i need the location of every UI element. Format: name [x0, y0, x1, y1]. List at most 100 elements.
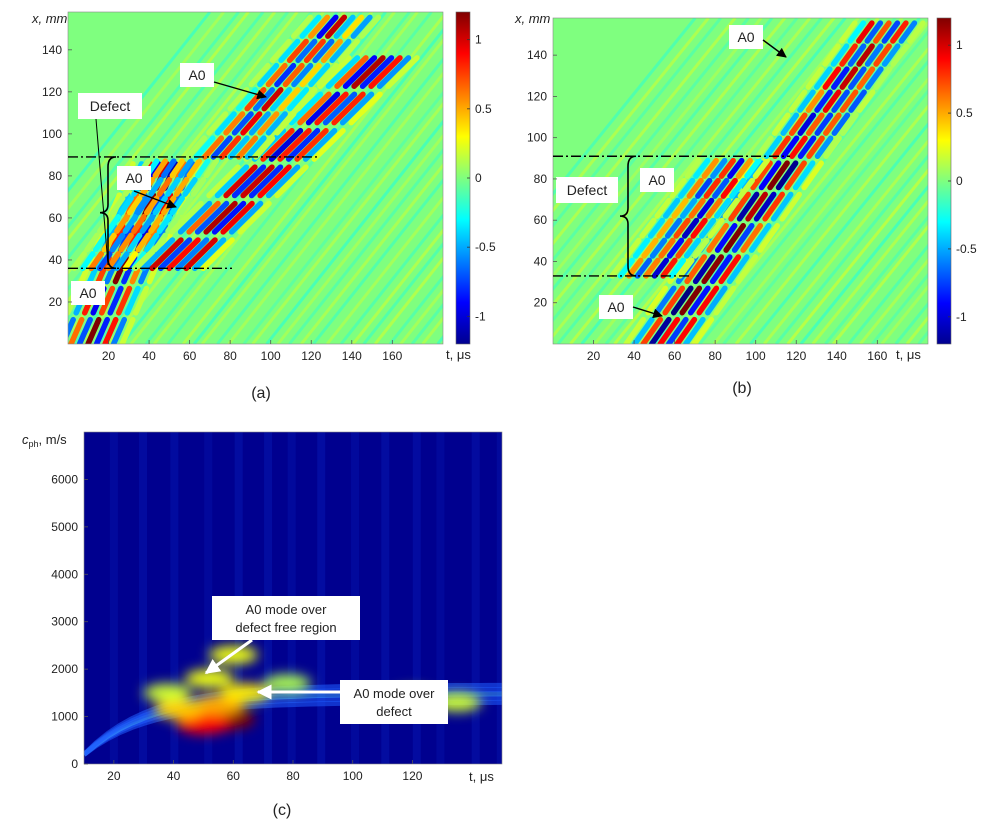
panel-b-packet-1-stripe-0-seg-2: [639, 217, 657, 239]
panel-b-packet-0-stripe-3-seg-5: [758, 160, 782, 191]
panel-b-packet-2-stripe-6-seg-0: [806, 135, 825, 159]
panel-b-packet-1-stripe-3-seg-0: [634, 257, 653, 279]
panel-b-packet-2-stripe-0-seg-5: [839, 20, 858, 44]
panel-a-packet-2-stripe-2-seg-1: [186, 200, 221, 235]
panel-b-packet-2-stripe-7-seg-1: [831, 112, 851, 136]
panel-b-ripple-26: [749, 121, 928, 344]
panel-b-packet-1-stripe-8-seg-0: [677, 257, 695, 279]
panel-b-packet-1-stripe-3-seg-3: [679, 197, 698, 219]
panel-b-packet-1-stripe-4-seg-4: [703, 177, 721, 199]
panel-b-packet-0-stripe-4-seg-5: [767, 160, 790, 191]
panel-c-energy-spot-3: [154, 699, 205, 719]
panel-b-packet-0-stripe-4-seg-4: [745, 191, 768, 222]
panel-b-packet-0-stripe-4-seg-2: [701, 254, 725, 285]
panel-a-frame: [67, 11, 444, 345]
panel-b-annotation-defect: Defect: [556, 177, 618, 203]
panel-a-packet-2-stripe-2-seg-0: [149, 237, 184, 272]
panel-a-packet-2-stripe-1-seg-4: [288, 91, 324, 126]
panel-b-packet-2-stripe-3-seg-0: [780, 135, 800, 159]
panel-a-packet-2-stripe-7-seg-1: [228, 200, 264, 235]
panel-b-packet-0-stripe-0-seg-1: [645, 285, 669, 316]
panel-b-packet-2-stripe-0-seg-3: [805, 66, 825, 90]
panel-c-column-0: [109, 432, 118, 764]
panel-a-ripple-34: [362, 241, 443, 344]
panel-b-packet-0-stripe-5-seg-5: [775, 160, 799, 191]
panel-c-x-tick-label-4: 100: [343, 769, 363, 783]
panel-a-packet-0-stripe-7-seg-1: [124, 285, 141, 316]
panel-b-ripple-37: [880, 284, 928, 344]
panel-a-packet-1-stripe-6-seg-1: [135, 232, 151, 253]
panel-a-packet-2-stripe-2-seg-5: [334, 55, 369, 89]
panel-b-frame: [552, 17, 929, 345]
panel-a-packet-3-stripe-6-seg-4: [320, 38, 343, 64]
panel-c-y-axis-label-unit: , m/s: [39, 432, 68, 447]
panel-a-x-tick-label-2: 60: [183, 349, 197, 363]
panel-a-colorbar-ticks: 1 0.5 0 -0.5 -1: [467, 33, 496, 323]
panel-c-annotation-1-line-2: defect free region: [235, 620, 336, 635]
panel-a-packet-2-stripe-6-seg-4: [331, 91, 366, 126]
panel-a-packet-2-stripe-8-seg-5: [385, 55, 420, 89]
panel-a-packet-3-stripe-4-seg-1: [240, 111, 263, 136]
panel-a-packet-3-stripe-8-seg-5: [359, 14, 382, 39]
panel-a-packet-2-stripe-4-seg-4: [314, 91, 349, 126]
panel-a-ripple-33: [351, 228, 443, 344]
panel-b-packet-1-stripe-7-seg-5: [744, 157, 762, 179]
panel-a-packet-1-stripe-2-seg-0: [88, 251, 105, 272]
panel-c-column-11: [436, 432, 445, 764]
panel-b-y-tick-label-4: 100: [527, 131, 547, 145]
panel-b-colorbar-ticks: 1 0.5 0 -0.5 -1: [948, 38, 977, 324]
panel-a-packet-3-stripe-7-seg-4: [329, 38, 352, 64]
panel-a-packet-2-stripe-6-seg-5: [368, 55, 403, 89]
panel-b-y-tick-label-1: 40: [534, 254, 548, 268]
panel-a-ripple-28: [288, 148, 443, 344]
panel-b-packet-2-stripe-2-seg-3: [822, 66, 842, 90]
panel-a-y-tick-label-1: 40: [49, 253, 63, 267]
panel-b-packet-1-stripe-2-seg-1: [641, 237, 659, 259]
panel-b-packet-2-stripe-1-seg-5: [847, 20, 867, 44]
panel-a-packet-3-stripe-1-seg-3: [257, 62, 280, 88]
panel-a-colorbar-tick-label-0: 1: [475, 33, 482, 47]
panel-c-y-tick-label-3: 3000: [51, 615, 78, 629]
panel-a-packet-0-stripe-6-seg-0: [102, 316, 119, 344]
panel-a: Defect A0 A0 A0 20 40 60 80 100 120 140 1602040…: [31, 11, 496, 402]
panel-b-packet-0-stripe-8-seg-0: [691, 316, 715, 344]
panel-b-packet-2-stripe-3-seg-4: [847, 43, 867, 67]
panel-b-x-tick-label-1: 40: [627, 349, 641, 363]
panel-b-packet-1-stripe-0-seg-1: [624, 237, 642, 259]
panel-a-packet-3-stripe-1-seg-1: [214, 111, 237, 136]
panel-a-packet-2-stripe-3-seg-5: [342, 55, 378, 89]
panel-b-y-tick-label-2: 60: [534, 213, 548, 227]
panel-a-packet-1-stripe-5-seg-5: [178, 158, 194, 179]
panel-a-packet-3-stripe-1-seg-0: [193, 135, 216, 160]
panel-b-packet-2-stripe-8-seg-1: [840, 112, 859, 136]
panel-b-packet-0-stripe-5-seg-4: [753, 191, 777, 222]
panel-a-packet-2-stripe-4-seg-2: [240, 164, 275, 199]
panel-b-packet-2-stripe-2-seg-2: [805, 89, 825, 113]
panel-b-packet-0-stripe-8-seg-1: [713, 285, 737, 316]
panel-a-ripple-0: [68, 12, 212, 194]
panel-b-packet-1-stripe-3-seg-4: [695, 177, 713, 199]
panel-c-column-2: [170, 432, 179, 764]
panel-a-packet-1-stripe-1-seg-2: [105, 214, 122, 234]
panel-b-axes: 20 40 60 80 100 120 140 160 20 40 60 80 100 120 140: [527, 48, 888, 363]
panel-a-packet-1-stripe-6-seg-0: [122, 251, 139, 272]
panel-b-ripple-12: [580, 18, 847, 344]
panel-a-y-tick-label-5: 120: [42, 85, 62, 99]
panel-a-packet-2-stripe-7-seg-4: [339, 91, 375, 126]
panel-a-ripple-26: [265, 119, 443, 344]
panel-a-packet-1-stripe-3-seg-2: [122, 214, 139, 234]
panel-b-packet-1-stripe-1-seg-4: [678, 177, 696, 199]
panel-b-packet-1-stripe-0-seg-3: [654, 197, 672, 219]
panel-b-packet-2-stripe-6-seg-3: [856, 66, 876, 90]
panel-b-packet-0-stripe-4-seg-3: [723, 222, 746, 253]
panel-a-packet-2-stripe-4-seg-0: [166, 237, 201, 272]
panel-b-packet-0-stripe-4-seg-1: [679, 285, 703, 316]
panel-a-packet-1-stripe-4-seg-3: [143, 195, 160, 216]
panel-a-packet-0-stripe-1-seg-0: [68, 316, 76, 339]
panel-b-packet-1-stripe-6-seg-4: [720, 177, 738, 199]
panel-b-packet-1-stripe-1-seg-2: [647, 217, 666, 239]
panel-c: A0 mode over defect free region A0 mode …: [22, 431, 503, 819]
panel-a-packet-1-stripe-1-seg-1: [92, 232, 109, 253]
panel-a-packet-1-stripe-4-seg-5: [169, 158, 186, 179]
